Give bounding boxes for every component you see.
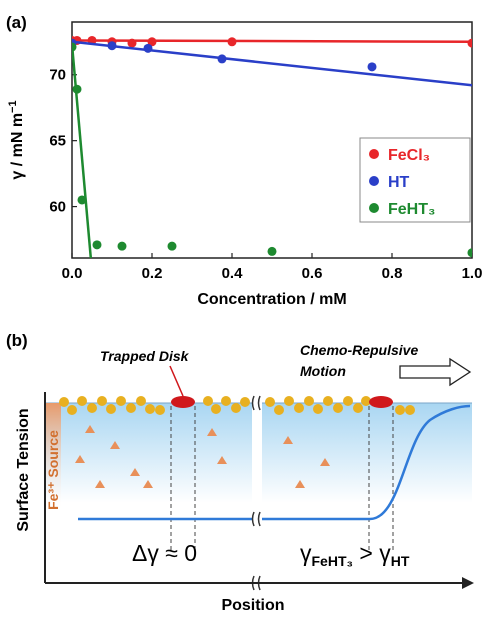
- point: [72, 84, 82, 94]
- legend-marker: [369, 203, 379, 213]
- y-axis-label: γ / mN m−1: [7, 100, 26, 179]
- disk: [369, 396, 393, 408]
- point: [127, 38, 137, 48]
- point: [367, 62, 377, 72]
- point: [267, 246, 277, 256]
- point: [72, 42, 77, 52]
- panel-label: (b): [6, 331, 28, 350]
- panel-label: (a): [6, 13, 27, 32]
- water: [262, 403, 472, 503]
- legend-marker: [369, 176, 379, 186]
- break-marks: [251, 395, 261, 591]
- y-tick-label: 60: [49, 199, 66, 216]
- fit-line: [72, 44, 93, 258]
- source-label: Fe³⁺ Source: [45, 430, 61, 510]
- point: [143, 43, 153, 53]
- plot-area: [72, 35, 472, 258]
- x-axis-label: Position: [221, 597, 284, 614]
- label: Chemo-Repulsive: [300, 342, 418, 358]
- y-axis-label: Surface Tension: [15, 408, 32, 531]
- y-tick-label: 70: [49, 67, 66, 84]
- subscript: FeHT₃: [312, 553, 353, 569]
- molecules: [59, 396, 415, 415]
- equation: γFeHT₃ > γHT: [300, 540, 410, 569]
- label: Motion: [300, 363, 346, 379]
- x-axis-label: Concentration / mM: [197, 291, 346, 308]
- x-tick-label: 0.8: [382, 265, 403, 282]
- legend-label: FeCl₃: [388, 147, 430, 164]
- point: [467, 248, 472, 258]
- point: [92, 240, 102, 250]
- ions: [75, 425, 330, 488]
- fit-line: [72, 40, 472, 87]
- plot-frame: [71, 21, 473, 259]
- legend-marker: [369, 149, 379, 159]
- point: [467, 38, 472, 48]
- label: Trapped Disk: [100, 348, 190, 364]
- legend-label: HT: [388, 174, 410, 191]
- x-tick-label: 0.2: [142, 265, 163, 282]
- y-label-sup: −1: [7, 100, 19, 113]
- diagram: (b) Fe³⁺ Source Trapped: [6, 331, 474, 614]
- equation: Δγ ≈ 0: [132, 540, 197, 566]
- dashed-guides: [170, 406, 394, 552]
- legend-label: FeHT₃: [388, 201, 435, 218]
- x-tick-label: 1.0: [462, 265, 483, 282]
- y-label-main: γ / mN m: [9, 113, 26, 180]
- fit-line: [72, 39, 472, 44]
- axis-arrow: [462, 577, 474, 589]
- point: [147, 37, 157, 47]
- symbol: γ: [300, 540, 312, 566]
- disk: [171, 396, 195, 408]
- point: [107, 41, 117, 51]
- tension-profile: [78, 404, 471, 521]
- fe-source: [45, 403, 61, 513]
- point: [117, 241, 127, 251]
- chart: 0.0 0.2 0.4 0.6 0.8 1.0 60 65 70 Concentration / …: [7, 21, 483, 308]
- point: [227, 37, 237, 47]
- point: [217, 54, 227, 64]
- symbol: > γ: [353, 540, 391, 566]
- x-tick-label: 0.0: [62, 265, 83, 282]
- point: [167, 241, 177, 251]
- pointer: [169, 365, 184, 397]
- x-tick-label: 0.6: [302, 265, 323, 282]
- point: [77, 195, 87, 205]
- motion-arrow: [399, 357, 472, 387]
- subscript: HT: [391, 553, 410, 569]
- y-tick-label: 65: [49, 133, 66, 150]
- x-tick-label: 0.4: [222, 265, 244, 282]
